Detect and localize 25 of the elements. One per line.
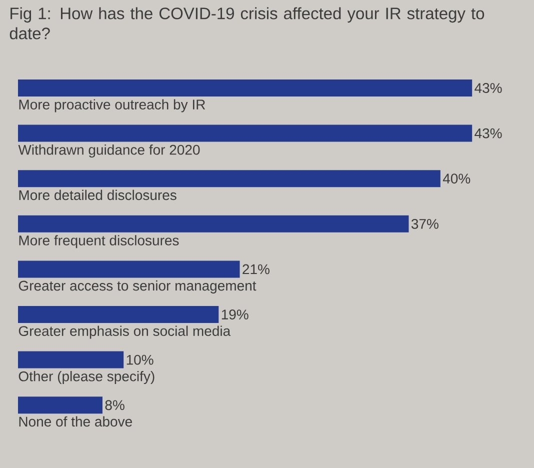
y-tick-label: Other (please specify) [18,371,154,384]
bar [18,124,472,142]
bar [18,351,124,368]
data-label: 21% [242,264,270,274]
bar [18,80,472,97]
y-tick-label: More detailed disclosures [19,190,176,200]
y-tick-label: More frequent disclosures [19,235,179,248]
data-label: 19% [222,310,248,320]
bar [18,170,440,188]
bar [18,215,409,232]
data-label: 37% [411,218,438,229]
chart-title: Fig 1: How has the COVID-19 crisis affected your IR strategy to date? [10,7,484,40]
data-label: 43% [474,128,502,138]
data-label: 8% [105,400,124,410]
data-label: 10% [126,354,154,365]
data-label: 40% [442,174,470,184]
y-tick-label: More proactive outreach by IR [19,99,206,112]
bar [18,306,219,324]
data-label: 43% [474,83,502,93]
bar [18,260,240,278]
y-tick-label: Withdrawn guidance for 2020 [18,144,200,158]
y-tick-label: Greater emphasis on social media [18,326,231,339]
y-tick-label: Greater access to senior management [18,280,256,294]
y-tick-label: None of the above [19,416,132,427]
bar [18,396,102,414]
